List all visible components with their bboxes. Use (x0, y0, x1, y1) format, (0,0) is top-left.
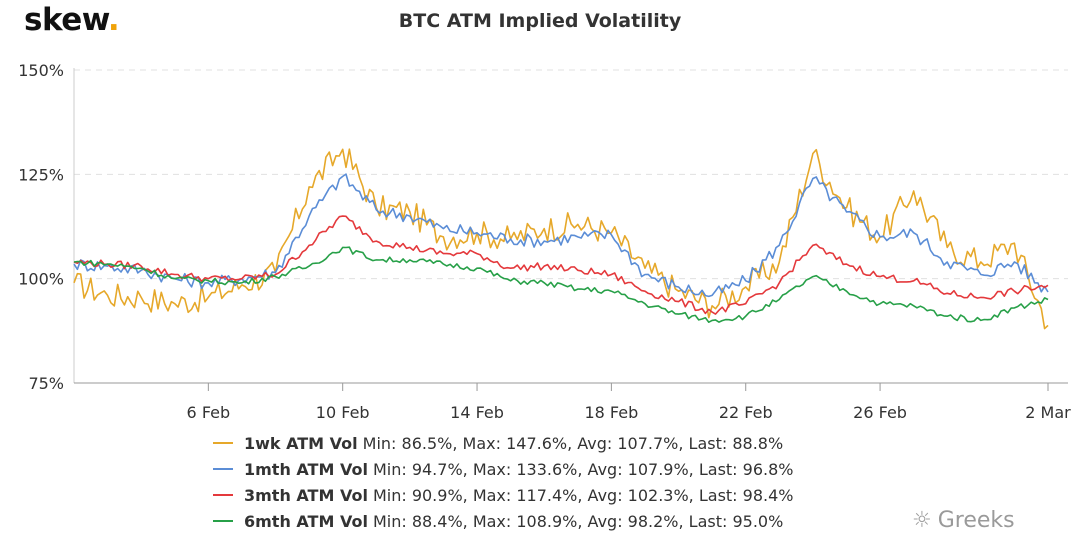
x-tick-label: 14 Feb (450, 403, 504, 422)
series-line-3mth (73, 215, 1049, 315)
legend-swatch (213, 494, 233, 496)
logo-text: skew (24, 2, 108, 38)
legend-series-name: 6mth ATM Vol (244, 511, 368, 531)
series-line-1mth (73, 173, 1049, 298)
wechat-icon: ☼ (912, 508, 932, 533)
legend-swatch (213, 442, 233, 444)
skew-logo: skew. (24, 2, 120, 38)
legend-series-name: 1wk ATM Vol (244, 433, 358, 453)
legend-item-3mth[interactable]: 3mth ATM Vol Min: 90.9%, Max: 117.4%, Avg… (213, 482, 793, 508)
legend-item-6mth[interactable]: 6mth ATM Vol Min: 88.4%, Max: 108.9%, Avg… (213, 508, 793, 534)
legend-swatch (213, 468, 233, 470)
y-tick-label: 75% (28, 374, 64, 393)
watermark: ☼ Greeks (912, 508, 1015, 533)
legend-series-stats: Min: 94.7%, Max: 133.6%, Avg: 107.9%, La… (372, 459, 794, 479)
legend-item-1wk[interactable]: 1wk ATM Vol Min: 86.5%, Max: 147.6%, Avg:… (213, 430, 793, 456)
chart-title: BTC ATM Implied Volatility (398, 10, 682, 32)
series-line-6mth (73, 246, 1049, 323)
legend-series-name: 1mth ATM Vol (244, 459, 368, 479)
series-line-1wk (73, 148, 1049, 330)
y-tick-label: 150% (18, 61, 64, 80)
x-tick-label: 18 Feb (584, 403, 638, 422)
chart-legend: 1wk ATM Vol Min: 86.5%, Max: 147.6%, Avg:… (213, 430, 793, 534)
y-tick-label: 125% (18, 165, 64, 184)
legend-item-1mth[interactable]: 1mth ATM Vol Min: 94.7%, Max: 133.6%, Avg… (213, 456, 793, 482)
x-tick-label: 6 Feb (187, 403, 231, 422)
legend-series-stats: Min: 88.4%, Max: 108.9%, Avg: 98.2%, Las… (372, 511, 784, 531)
logo-dot: . (107, 2, 120, 38)
watermark-text: Greeks (937, 508, 1015, 533)
legend-swatch (213, 520, 233, 522)
x-tick-label: 26 Feb (853, 403, 907, 422)
y-tick-label: 100% (18, 270, 64, 289)
x-tick-label: 10 Feb (316, 403, 370, 422)
legend-series-stats: Min: 86.5%, Max: 147.6%, Avg: 107.7%, La… (362, 433, 784, 453)
x-tick-label: 2 Mar (1025, 403, 1071, 422)
legend-series-name: 3mth ATM Vol (244, 485, 368, 505)
x-tick-label: 22 Feb (719, 403, 773, 422)
legend-series-stats: Min: 90.9%, Max: 117.4%, Avg: 102.3%, La… (372, 485, 794, 505)
